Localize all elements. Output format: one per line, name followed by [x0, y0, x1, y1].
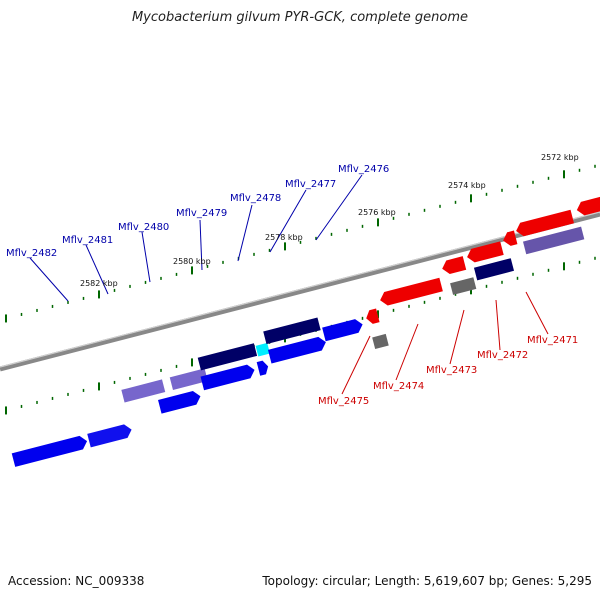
gene-arrow-mflv-2477[interactable] — [267, 335, 328, 364]
label-mflv-2471: Mflv_2471 — [527, 335, 578, 346]
gene-box-mflv-2480[interactable] — [121, 379, 166, 403]
upper-tick-row — [5, 164, 596, 323]
scale-label-2574: 2574 kbp — [448, 181, 486, 190]
leader-mflv-2480 — [141, 231, 151, 283]
gene-arrow-mflv-2473[interactable] — [440, 256, 467, 275]
label-mflv-2473: Mflv_2473 — [426, 365, 477, 376]
leader-mflv-2479 — [199, 219, 203, 271]
leader-mflv-2481 — [85, 244, 109, 295]
genome-backbone-highlight — [0, 211, 600, 368]
genome-summary-text: Topology: circular; Length: 5,619,607 bp… — [262, 574, 592, 588]
label-mflv-2474: Mflv_2474 — [373, 381, 424, 392]
scale-label-2578: 2578 kbp — [265, 233, 303, 242]
leader-mflv-2475 — [341, 335, 371, 395]
map-title: Mycobacterium gilvum PYR-GCK, complete g… — [131, 10, 469, 25]
gene-arrow-mflv-2471[interactable] — [514, 209, 575, 238]
gene-box-mflv-2471-lavender[interactable] — [522, 226, 585, 255]
leader-mflv-2478 — [237, 204, 253, 262]
leader-mflv-2482 — [29, 257, 69, 302]
label-mflv-2477: Mflv_2477 — [285, 179, 336, 190]
gene-arrow-mflv-2480-lower[interactable] — [158, 390, 202, 414]
label-mflv-2479: Mflv_2479 — [176, 208, 227, 219]
leader-mflv-2476 — [315, 174, 363, 241]
label-mflv-2476: Mflv_2476 — [338, 164, 389, 175]
gene-arrow-mflv-2470[interactable] — [575, 195, 600, 217]
gene-arrow-mflv-2474[interactable] — [378, 277, 443, 307]
scale-label-2582: 2582 kbp — [80, 279, 118, 288]
genome-backbone — [0, 211, 600, 372]
gene-box-mflv-2478-cyan[interactable] — [255, 342, 270, 357]
gene-arrow-mflv-2478[interactable] — [256, 360, 270, 376]
scale-label-2580: 2580 kbp — [173, 257, 211, 266]
leader-mflv-2471 — [525, 291, 549, 335]
gene-box-mflv-2478-dark[interactable] — [197, 343, 258, 371]
label-mflv-2472: Mflv_2472 — [477, 350, 528, 361]
gene-box-mflv-2473-gray[interactable] — [450, 277, 477, 295]
gene-box-mflv-2479[interactable] — [169, 368, 208, 390]
scale-label-2572: 2572 kbp — [541, 153, 579, 162]
label-mflv-2475: Mflv_2475 — [318, 396, 369, 407]
gene-arrow-mflv-2482[interactable] — [11, 434, 89, 467]
leader-mflv-2473 — [449, 309, 465, 365]
label-mflv-2482: Mflv_2482 — [6, 248, 57, 259]
gene-arrow-mflv-2481[interactable] — [87, 423, 133, 448]
gene-arrow-mflv-2472[interactable] — [465, 241, 504, 264]
label-mflv-2481: Mflv_2481 — [62, 235, 113, 246]
gene-box-mflv-2475-gray[interactable] — [372, 333, 389, 350]
gene-arrow-mflv-2471-a[interactable] — [501, 230, 518, 248]
label-mflv-2480: Mflv_2480 — [118, 222, 169, 233]
gene-arrow-mflv-2476[interactable] — [322, 318, 364, 342]
leader-mflv-2472 — [495, 299, 501, 351]
gene-box-mflv-2472-dark[interactable] — [473, 258, 515, 281]
scale-label-2576: 2576 kbp — [358, 208, 396, 217]
accession-text: Accession: NC_009338 — [8, 574, 145, 588]
gene-arrow-mflv-2479-lower[interactable] — [200, 363, 257, 391]
gene-box-mflv-2477[interactable] — [263, 317, 321, 345]
gene-arrow-mflv-2475[interactable] — [364, 308, 380, 326]
leader-mflv-2474 — [395, 323, 419, 381]
label-mflv-2478: Mflv_2478 — [230, 193, 281, 204]
leader-mflv-2477 — [269, 189, 307, 253]
